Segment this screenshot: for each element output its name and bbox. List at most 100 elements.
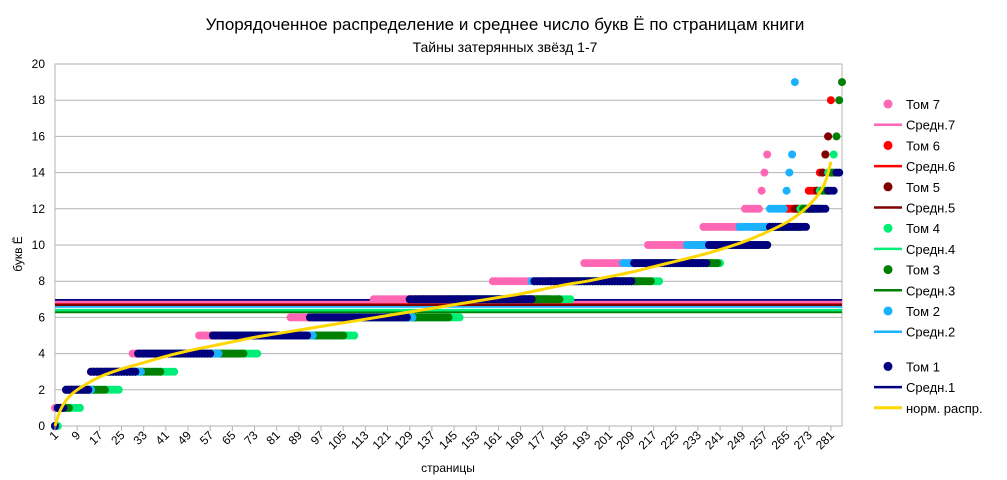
x-tick-label: 169 (503, 428, 527, 452)
point-v4 (350, 331, 359, 340)
point-v3 (64, 403, 73, 412)
x-tick-label: 257 (746, 428, 770, 452)
x-tick-label: 1 (46, 428, 61, 443)
x-tick-label: 57 (197, 428, 217, 448)
point-v3 (713, 259, 722, 268)
point-v3 (555, 295, 564, 304)
point-v1 (402, 313, 411, 322)
legend-label-v1: Том 1 (906, 359, 940, 374)
y-tick-label: 16 (32, 129, 46, 143)
legend-label-v3: Том 3 (906, 263, 940, 278)
point-v2 (782, 186, 791, 195)
point-v1 (821, 204, 830, 213)
x-tick-label: 97 (308, 428, 328, 448)
x-tick-label: 73 (241, 428, 261, 448)
y-tick-label: 8 (38, 274, 45, 288)
point-v2 (408, 313, 417, 322)
point-v1 (627, 277, 636, 286)
x-tick-label: 153 (458, 428, 482, 452)
y-tick-label: 18 (32, 93, 46, 107)
x-tick-label: 185 (547, 428, 571, 452)
point-v4 (829, 150, 838, 159)
x-tick-label: 25 (108, 428, 128, 448)
x-tick-label: 33 (130, 428, 150, 448)
point-v5 (824, 132, 833, 141)
x-tick-label: 265 (769, 428, 793, 452)
point-v7 (757, 186, 766, 195)
y-tick-label: 0 (38, 419, 45, 433)
point-v5 (818, 168, 827, 177)
point-v3 (646, 277, 655, 286)
legend-label-v4: Том 4 (906, 221, 940, 236)
legend-label-v5: Том 5 (906, 180, 940, 195)
legend-mean-label-v7: Средн.7 (906, 118, 955, 133)
point-v4 (655, 277, 664, 286)
legend-label-v7: Том 7 (906, 97, 940, 112)
point-v3 (835, 96, 844, 105)
y-axis-label: букв Ё (11, 236, 25, 272)
point-v3 (832, 132, 841, 141)
series-v2 (51, 78, 799, 430)
legend-label-v2: Том 2 (906, 304, 940, 319)
x-tick-label: 81 (263, 428, 283, 448)
point-v7 (763, 150, 772, 159)
x-tick-label: 41 (153, 428, 173, 448)
x-tick-label: 217 (636, 428, 660, 452)
x-tick-label: 105 (325, 428, 349, 452)
point-v1 (303, 331, 312, 340)
legend-marker-v4 (883, 223, 893, 233)
x-tick-label: 225 (658, 428, 682, 452)
x-tick-label: 137 (414, 428, 438, 452)
point-v4 (114, 385, 123, 394)
point-v7 (754, 204, 763, 213)
point-v1 (835, 168, 844, 177)
x-tick-label: 113 (348, 428, 372, 452)
norm-curve (53, 161, 833, 427)
point-v7 (760, 168, 769, 177)
x-tick-label: 17 (86, 428, 106, 448)
legend-marker-v5 (883, 182, 893, 192)
y-tick-label: 14 (32, 166, 46, 180)
legend-label-v6: Том 6 (906, 138, 940, 153)
legend-marker-v6 (883, 140, 893, 150)
point-v2 (788, 150, 797, 159)
point-v2 (308, 331, 317, 340)
point-v3 (838, 78, 846, 87)
legend-marker-v7 (883, 99, 893, 109)
legend: Том 7 Средн.7 Том 6 Средн.6 Том 5 Средн.5 Том … (874, 97, 983, 416)
y-tick-label: 12 (32, 202, 46, 216)
point-v4 (253, 349, 262, 358)
point-v3 (339, 331, 348, 340)
norm-curve-layer (53, 161, 833, 427)
x-axis-label: страницы (421, 461, 475, 475)
x-tick-label: 209 (613, 428, 637, 452)
x-tick-label: 273 (791, 428, 815, 452)
x-tick-label: 201 (591, 428, 615, 452)
point-v1 (84, 385, 93, 394)
data-points (51, 78, 846, 430)
legend-mean-label-v3: Средн.3 (906, 283, 955, 298)
point-v3 (444, 313, 453, 322)
point-v2 (785, 168, 794, 177)
point-v1 (801, 222, 810, 231)
point-v1 (829, 186, 838, 195)
chart-subtitle: Тайны затерянных звёзд 1-7 (413, 39, 598, 55)
series-v3 (51, 78, 846, 430)
point-v1 (702, 259, 711, 268)
point-v4 (170, 367, 179, 376)
chart-title: Упорядоченное распределение и среднее чи… (206, 15, 805, 34)
legend-mean-label-v6: Средн.6 (906, 159, 955, 174)
plot-frame (54, 63, 843, 427)
y-tick-label: 2 (38, 383, 45, 397)
series-v4 (51, 150, 838, 430)
point-v3 (156, 367, 165, 376)
point-v2 (214, 349, 223, 358)
x-tick-label: 193 (569, 428, 593, 452)
legend-marker-v2 (883, 306, 893, 316)
legend-norm-label: норм. распр. (906, 401, 983, 416)
point-v5 (821, 150, 830, 159)
x-tick-label: 89 (286, 428, 306, 448)
